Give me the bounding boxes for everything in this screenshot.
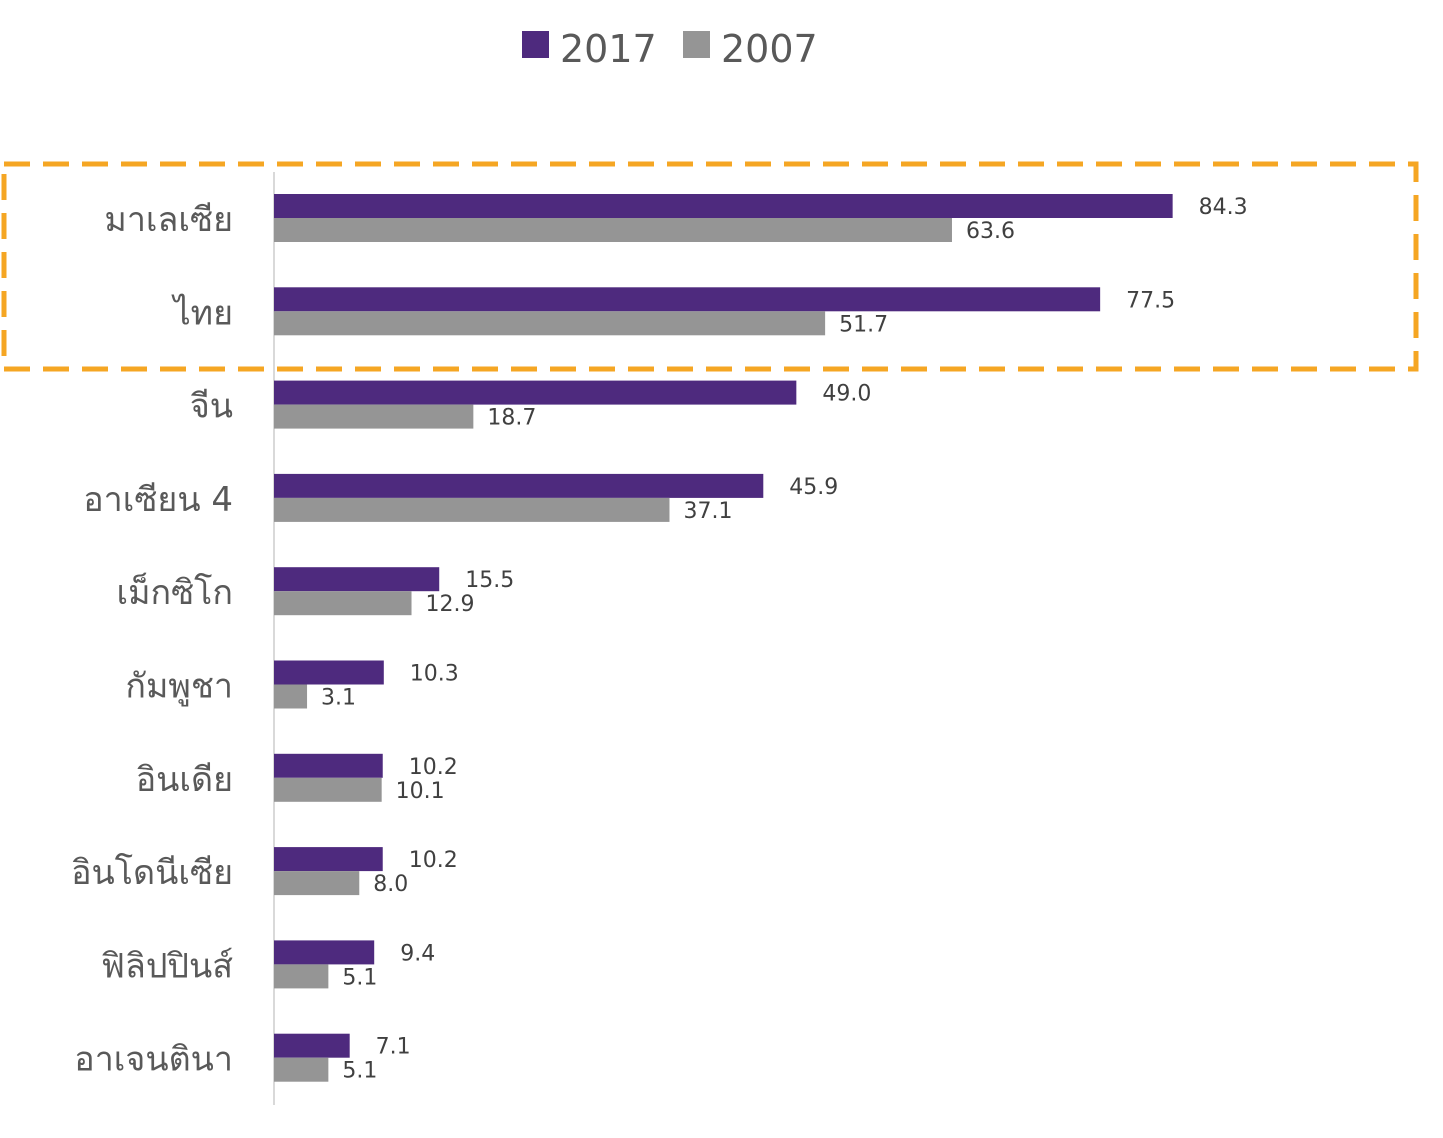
bar-2017 [274,847,383,872]
bar-2017 [274,194,1173,218]
value-label-2007: 12.9 [426,592,475,617]
value-label-2007: 10.1 [396,779,445,804]
value-label-2017: 7.1 [376,1035,411,1060]
legend-swatch-2007 [683,31,710,58]
category-label: อินโดนีเซีย [71,853,233,893]
category-label: อินเดีย [136,760,233,800]
value-label-2017: 84.3 [1199,195,1248,220]
bar-2017 [274,940,375,965]
labels-layer: มาเลเซีย 84.3 63.6 ไทย 77.5 51.7 จีน 49.0 18.7 อา… [71,195,1247,1084]
value-label-2017: 10.3 [410,662,459,687]
category-label: อาเซียน 4 [83,480,233,520]
bar-2007 [274,684,308,709]
value-label-2007: 3.1 [321,686,356,711]
value-label-2017: 77.5 [1126,288,1175,313]
bar-2007 [274,777,382,802]
bar-2007 [274,964,329,989]
bar-2007 [274,1057,329,1082]
category-label: เม็กซิโก [116,572,233,613]
category-label: จีน [190,387,233,427]
value-label-2017: 10.2 [409,755,458,780]
value-label-2017: 10.2 [409,848,458,873]
highlight-dashed-box [1,161,1419,372]
value-label-2017: 9.4 [400,941,435,966]
value-label-2017: 49.0 [822,382,871,407]
legend: 2017 2007 [522,27,818,71]
value-label-2007: 63.6 [966,219,1015,244]
bar-2007 [274,497,670,522]
value-label-2007: 8.0 [373,872,408,897]
bar-2017 [274,753,383,778]
bar-2017 [274,1033,350,1058]
bar-2017 [274,567,440,592]
bar-2017 [274,660,384,685]
category-label: มาเลเซีย [104,200,233,240]
bar-2017 [274,380,797,405]
bar-2007 [274,871,360,896]
category-label: ฟิลิปปินส์ [101,946,233,986]
value-label-2007: 18.7 [487,406,536,431]
bar-2007 [274,404,474,429]
legend-label-2007: 2007 [721,27,818,71]
value-label-2007: 37.1 [683,499,732,524]
legend-swatch-2017 [522,31,549,58]
legend-label-2017: 2017 [560,27,657,71]
bar-2017 [274,473,764,498]
category-label: ไทย [171,293,233,333]
highlight-layer [1,161,1419,372]
category-label: อาเจนตินา [74,1040,233,1080]
category-label: กัมพูชา [125,667,233,707]
value-label-2007: 51.7 [839,312,888,337]
bar-2007 [274,218,952,242]
bar-2007 [274,591,412,616]
value-label-2017: 45.9 [789,475,838,500]
bar-2017 [274,287,1101,312]
value-label-2007: 5.1 [342,965,377,990]
bars-layer [274,194,1173,1082]
value-label-2017: 15.5 [465,568,514,593]
value-label-2007: 5.1 [342,1059,377,1084]
bar-2007 [274,311,826,336]
